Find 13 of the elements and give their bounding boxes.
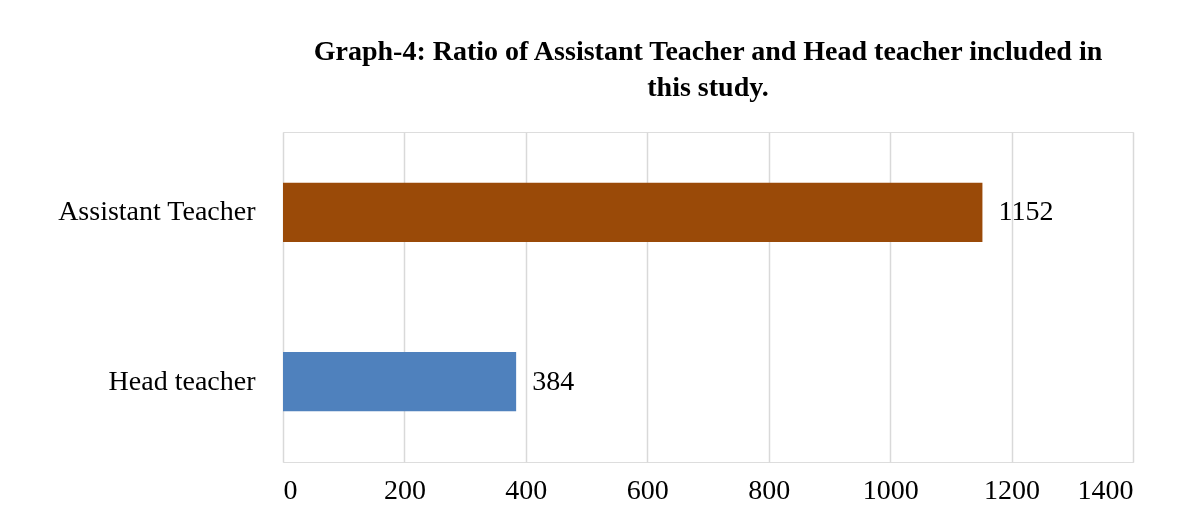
chart-title: Graph-4: Ratio of Assistant Teacher and Head teacher included in this study. xyxy=(313,35,1103,102)
x-tick-label: 1000 xyxy=(862,473,919,505)
x-tick-label: 800 xyxy=(748,473,791,505)
data-label: 1152 xyxy=(998,195,1054,227)
x-tick-label: 400 xyxy=(505,473,548,505)
data-label: 384 xyxy=(532,364,575,396)
y-tick-label: Head teacher xyxy=(108,364,257,396)
x-tick-label: 0 xyxy=(283,473,298,505)
x-tick-label: 1200 xyxy=(984,473,1041,505)
y-tick-label: Assistant Teacher xyxy=(58,195,257,227)
x-tick-label: 200 xyxy=(383,473,426,505)
x-tick-label: 1400 xyxy=(1077,473,1134,505)
x-tick-label: 600 xyxy=(626,473,669,505)
